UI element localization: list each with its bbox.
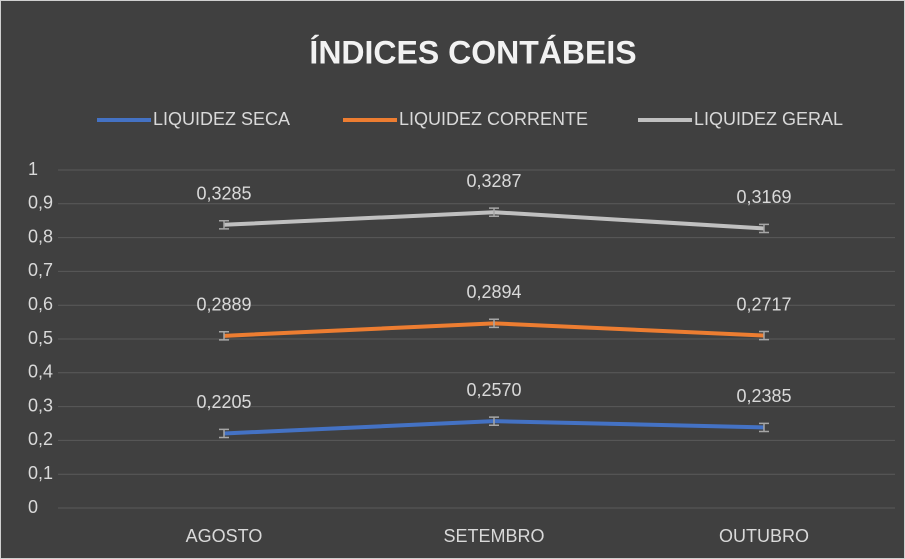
error-bar [759,422,769,433]
legend-label: LIQUIDEZ CORRENTE [399,109,588,129]
data-label: 0,2570 [466,380,521,400]
y-tick-label: 0,2 [28,429,53,449]
x-tick-label: AGOSTO [186,526,263,546]
x-tick-label: OUTUBRO [719,526,809,546]
y-tick-label: 0,5 [28,328,53,348]
data-label: 0,2889 [196,295,251,315]
data-label: 0,3169 [736,187,791,207]
y-tick-label: 0,6 [28,294,53,314]
y-tick-label: 0,9 [28,193,53,213]
data-label: 0,2717 [736,294,791,314]
error-bar [219,219,229,230]
data-label: 0,2385 [736,386,791,406]
y-tick-label: 0,8 [28,226,53,246]
data-label: 0,3287 [466,171,521,191]
error-bar [219,331,229,341]
error-bar [489,416,499,426]
data-label: 0,2205 [196,392,251,412]
legend-label: LIQUIDEZ GERAL [694,109,843,129]
data-label: 0,2894 [466,282,521,302]
y-tick-label: 0,1 [28,463,53,483]
error-bar [219,428,229,439]
chart-title: ÍNDICES CONTÁBEIS [309,34,636,70]
y-tick-label: 1 [28,159,38,179]
error-bar [759,330,769,341]
data-label: 0,3285 [196,184,251,204]
error-bar [489,207,499,218]
y-tick-label: 0,4 [28,362,53,382]
y-tick-label: 0,7 [28,260,53,280]
error-bar [489,318,499,329]
y-tick-label: 0 [28,497,38,517]
y-tick-label: 0,3 [28,395,53,415]
error-bar [759,223,769,234]
x-tick-label: SETEMBRO [443,526,544,546]
legend-label: LIQUIDEZ SECA [153,109,290,129]
